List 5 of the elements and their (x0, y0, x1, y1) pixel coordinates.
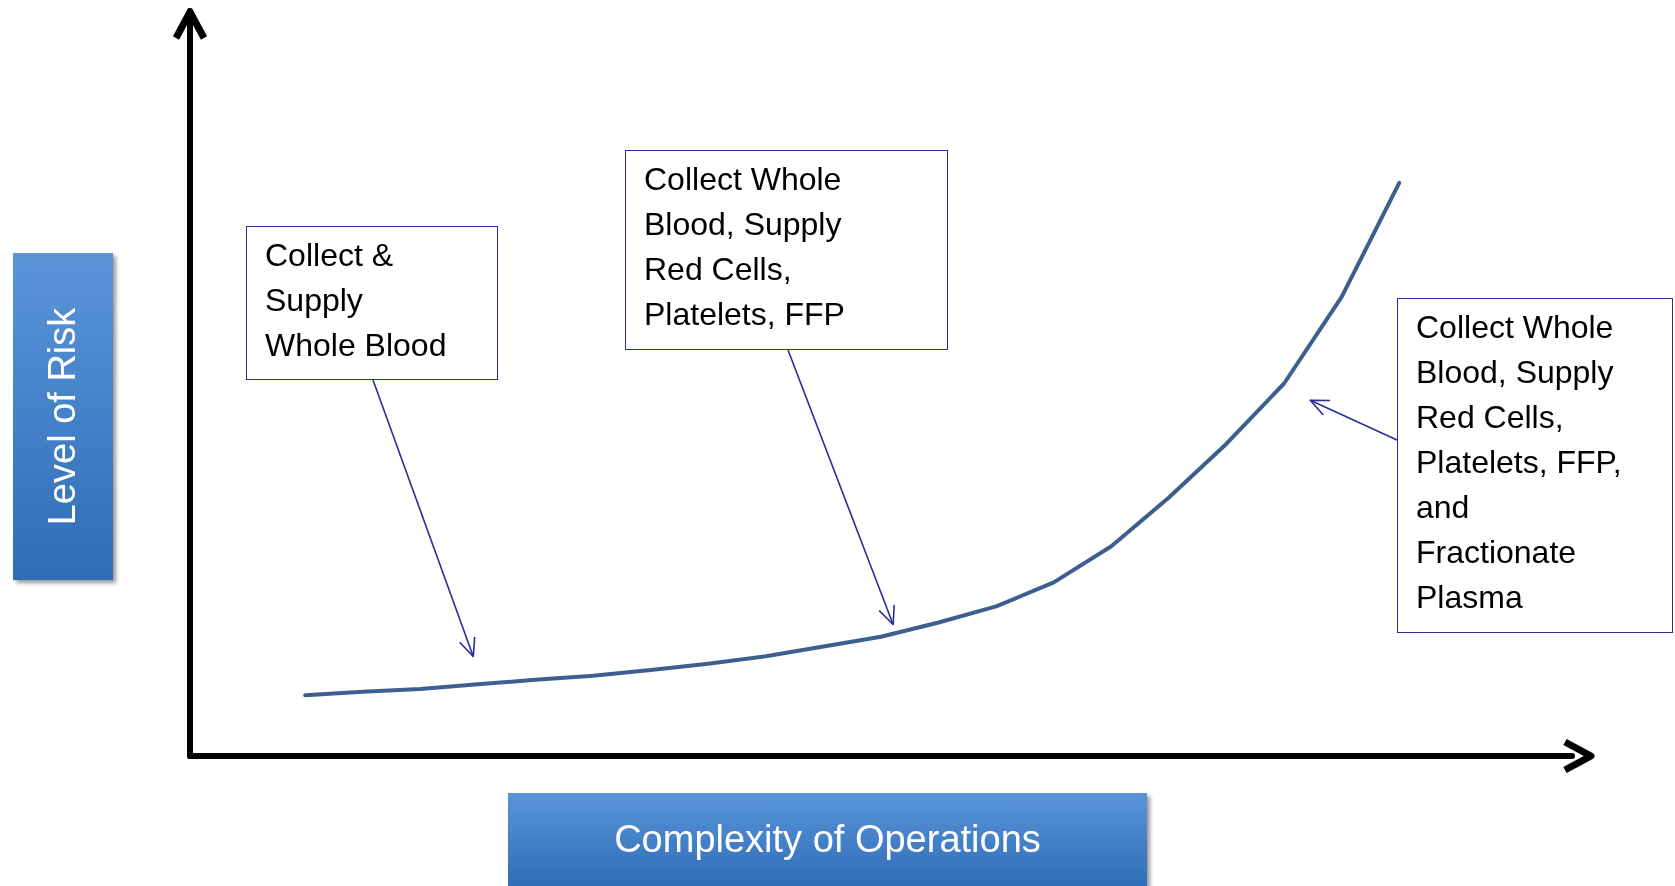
y-axis-title: Level of Risk (41, 307, 85, 526)
callout-box: Collect Whole Blood, Supply Red Cells, Platelets, FFP, and Fractionate Plasma (1397, 298, 1673, 633)
callout-box: Collect Whole Blood, Supply Red Cells, Platelets, FFP (625, 150, 948, 350)
x-axis-title: Complexity of Operations (508, 793, 1147, 886)
callout-box: Collect & Supply Whole Blood (246, 226, 498, 380)
